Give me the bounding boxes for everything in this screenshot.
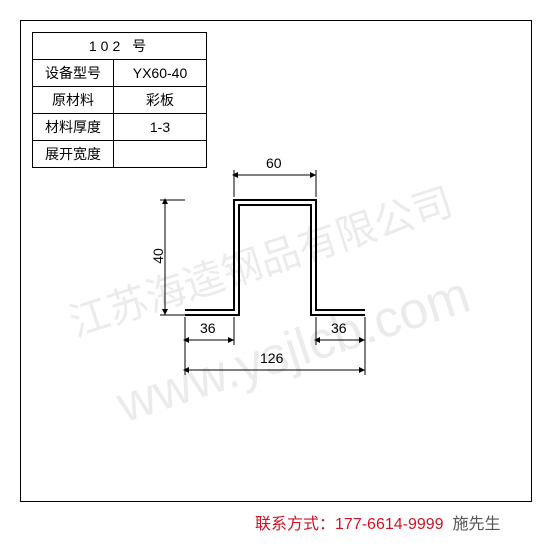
dim-top: 60 [266,155,282,171]
dim-bottom: 126 [260,350,283,366]
row-val: 1-3 [114,114,207,141]
row-key: 展开宽度 [33,141,114,168]
row-val [114,141,207,168]
table-row: 展开宽度 [33,141,207,168]
dim-left-flange: 36 [200,320,216,336]
table-row: 材料厚度1-3 [33,114,207,141]
contact-line: 联系方式：177-6614-9999 施先生 [255,510,500,534]
dim-right-flange: 36 [331,320,347,336]
table-row: 原材料彩板 [33,87,207,114]
table-header: 102 号 [33,33,207,60]
info-table: 102 号 设备型号YX60-40 原材料彩板 材料厚度1-3 展开宽度 [32,32,207,168]
table-header-row: 102 号 [33,33,207,60]
row-key: 材料厚度 [33,114,114,141]
contact-label: 联系方式： [255,516,335,533]
row-key: 设备型号 [33,60,114,87]
contact-phone: 177-6614-9999 [335,516,444,533]
row-val: 彩板 [114,87,207,114]
table-row: 设备型号YX60-40 [33,60,207,87]
dim-left: 40 [150,248,166,264]
contact-name: 施先生 [452,516,500,533]
row-val: YX60-40 [114,60,207,87]
row-key: 原材料 [33,87,114,114]
